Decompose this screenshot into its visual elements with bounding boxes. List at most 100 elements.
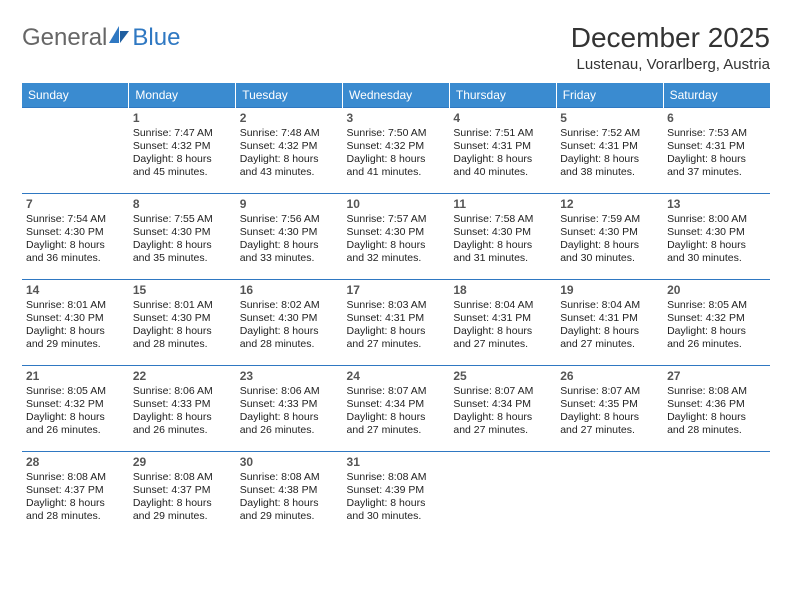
sunset-line: Sunset: 4:30 PM bbox=[347, 226, 446, 239]
daylight-line: Daylight: 8 hours and 28 minutes. bbox=[133, 325, 232, 351]
day-number: 8 bbox=[133, 197, 232, 212]
daylight-line: Daylight: 8 hours and 30 minutes. bbox=[560, 239, 659, 265]
sunrise-line: Sunrise: 7:50 AM bbox=[347, 127, 446, 140]
sunset-line: Sunset: 4:30 PM bbox=[667, 226, 766, 239]
calendar-week-row: 1Sunrise: 7:47 AMSunset: 4:32 PMDaylight… bbox=[22, 108, 770, 194]
weekday-header: Tuesday bbox=[236, 83, 343, 108]
sunset-line: Sunset: 4:38 PM bbox=[240, 484, 339, 497]
day-number: 5 bbox=[560, 111, 659, 126]
sunrise-line: Sunrise: 8:04 AM bbox=[560, 299, 659, 312]
calendar-day-cell: 31Sunrise: 8:08 AMSunset: 4:39 PMDayligh… bbox=[343, 452, 450, 538]
brand-part1: General bbox=[22, 24, 107, 52]
sunrise-line: Sunrise: 8:01 AM bbox=[133, 299, 232, 312]
calendar-day-cell: 4Sunrise: 7:51 AMSunset: 4:31 PMDaylight… bbox=[449, 108, 556, 194]
month-title: December 2025 bbox=[571, 22, 770, 54]
sunset-line: Sunset: 4:30 PM bbox=[133, 226, 232, 239]
sail-icon bbox=[108, 24, 130, 52]
calendar-day-cell: 13Sunrise: 8:00 AMSunset: 4:30 PMDayligh… bbox=[663, 194, 770, 280]
weekday-header-row: Sunday Monday Tuesday Wednesday Thursday… bbox=[22, 83, 770, 108]
daylight-line: Daylight: 8 hours and 26 minutes. bbox=[133, 411, 232, 437]
day-number: 13 bbox=[667, 197, 766, 212]
daylight-line: Daylight: 8 hours and 33 minutes. bbox=[240, 239, 339, 265]
sunrise-line: Sunrise: 8:07 AM bbox=[347, 385, 446, 398]
daylight-line: Daylight: 8 hours and 35 minutes. bbox=[133, 239, 232, 265]
day-number: 6 bbox=[667, 111, 766, 126]
calendar-day-cell: 29Sunrise: 8:08 AMSunset: 4:37 PMDayligh… bbox=[129, 452, 236, 538]
sunrise-line: Sunrise: 8:01 AM bbox=[26, 299, 125, 312]
calendar-day-cell: 30Sunrise: 8:08 AMSunset: 4:38 PMDayligh… bbox=[236, 452, 343, 538]
calendar-day-cell: 19Sunrise: 8:04 AMSunset: 4:31 PMDayligh… bbox=[556, 280, 663, 366]
daylight-line: Daylight: 8 hours and 32 minutes. bbox=[347, 239, 446, 265]
sunset-line: Sunset: 4:31 PM bbox=[453, 140, 552, 153]
calendar-day-cell: 24Sunrise: 8:07 AMSunset: 4:34 PMDayligh… bbox=[343, 366, 450, 452]
sunrise-line: Sunrise: 7:54 AM bbox=[26, 213, 125, 226]
day-number: 22 bbox=[133, 369, 232, 384]
sunrise-line: Sunrise: 8:07 AM bbox=[560, 385, 659, 398]
day-number: 7 bbox=[26, 197, 125, 212]
calendar-day-cell: 15Sunrise: 8:01 AMSunset: 4:30 PMDayligh… bbox=[129, 280, 236, 366]
daylight-line: Daylight: 8 hours and 30 minutes. bbox=[667, 239, 766, 265]
day-number: 29 bbox=[133, 455, 232, 470]
weekday-header: Monday bbox=[129, 83, 236, 108]
calendar-day-cell: 11Sunrise: 7:58 AMSunset: 4:30 PMDayligh… bbox=[449, 194, 556, 280]
sunrise-line: Sunrise: 8:08 AM bbox=[133, 471, 232, 484]
calendar-week-row: 7Sunrise: 7:54 AMSunset: 4:30 PMDaylight… bbox=[22, 194, 770, 280]
sunrise-line: Sunrise: 8:08 AM bbox=[240, 471, 339, 484]
calendar-day-cell bbox=[556, 452, 663, 538]
sunrise-line: Sunrise: 8:05 AM bbox=[26, 385, 125, 398]
sunrise-line: Sunrise: 8:08 AM bbox=[347, 471, 446, 484]
brand-logo: General Blue bbox=[22, 24, 180, 52]
sunset-line: Sunset: 4:37 PM bbox=[26, 484, 125, 497]
page-root: General Blue December 2025 Lustenau, Vor… bbox=[0, 0, 792, 612]
day-number: 4 bbox=[453, 111, 552, 126]
daylight-line: Daylight: 8 hours and 41 minutes. bbox=[347, 153, 446, 179]
sunset-line: Sunset: 4:35 PM bbox=[560, 398, 659, 411]
calendar-day-cell: 21Sunrise: 8:05 AMSunset: 4:32 PMDayligh… bbox=[22, 366, 129, 452]
sunrise-line: Sunrise: 8:08 AM bbox=[667, 385, 766, 398]
daylight-line: Daylight: 8 hours and 28 minutes. bbox=[240, 325, 339, 351]
calendar-day-cell bbox=[663, 452, 770, 538]
weekday-header: Thursday bbox=[449, 83, 556, 108]
sunrise-line: Sunrise: 8:02 AM bbox=[240, 299, 339, 312]
sunrise-line: Sunrise: 7:59 AM bbox=[560, 213, 659, 226]
day-number: 10 bbox=[347, 197, 446, 212]
sunset-line: Sunset: 4:32 PM bbox=[347, 140, 446, 153]
sunset-line: Sunset: 4:34 PM bbox=[347, 398, 446, 411]
sunset-line: Sunset: 4:30 PM bbox=[560, 226, 659, 239]
sunset-line: Sunset: 4:31 PM bbox=[347, 312, 446, 325]
calendar-day-cell: 3Sunrise: 7:50 AMSunset: 4:32 PMDaylight… bbox=[343, 108, 450, 194]
day-number: 20 bbox=[667, 283, 766, 298]
sunset-line: Sunset: 4:33 PM bbox=[133, 398, 232, 411]
sunset-line: Sunset: 4:34 PM bbox=[453, 398, 552, 411]
calendar-day-cell: 28Sunrise: 8:08 AMSunset: 4:37 PMDayligh… bbox=[22, 452, 129, 538]
sunset-line: Sunset: 4:30 PM bbox=[26, 312, 125, 325]
calendar-day-cell bbox=[449, 452, 556, 538]
day-number: 2 bbox=[240, 111, 339, 126]
sunrise-line: Sunrise: 8:06 AM bbox=[133, 385, 232, 398]
calendar-table: Sunday Monday Tuesday Wednesday Thursday… bbox=[22, 83, 770, 538]
sunset-line: Sunset: 4:30 PM bbox=[453, 226, 552, 239]
calendar-head: Sunday Monday Tuesday Wednesday Thursday… bbox=[22, 83, 770, 108]
day-number: 3 bbox=[347, 111, 446, 126]
sunrise-line: Sunrise: 8:03 AM bbox=[347, 299, 446, 312]
day-number: 18 bbox=[453, 283, 552, 298]
sunset-line: Sunset: 4:31 PM bbox=[560, 312, 659, 325]
daylight-line: Daylight: 8 hours and 28 minutes. bbox=[26, 497, 125, 523]
calendar-week-row: 28Sunrise: 8:08 AMSunset: 4:37 PMDayligh… bbox=[22, 452, 770, 538]
daylight-line: Daylight: 8 hours and 36 minutes. bbox=[26, 239, 125, 265]
sunrise-line: Sunrise: 8:00 AM bbox=[667, 213, 766, 226]
calendar-day-cell: 6Sunrise: 7:53 AMSunset: 4:31 PMDaylight… bbox=[663, 108, 770, 194]
calendar-day-cell: 18Sunrise: 8:04 AMSunset: 4:31 PMDayligh… bbox=[449, 280, 556, 366]
calendar-day-cell: 2Sunrise: 7:48 AMSunset: 4:32 PMDaylight… bbox=[236, 108, 343, 194]
sunrise-line: Sunrise: 7:48 AM bbox=[240, 127, 339, 140]
calendar-week-row: 14Sunrise: 8:01 AMSunset: 4:30 PMDayligh… bbox=[22, 280, 770, 366]
sunset-line: Sunset: 4:30 PM bbox=[240, 226, 339, 239]
calendar-day-cell: 16Sunrise: 8:02 AMSunset: 4:30 PMDayligh… bbox=[236, 280, 343, 366]
sunrise-line: Sunrise: 8:05 AM bbox=[667, 299, 766, 312]
calendar-day-cell: 23Sunrise: 8:06 AMSunset: 4:33 PMDayligh… bbox=[236, 366, 343, 452]
daylight-line: Daylight: 8 hours and 38 minutes. bbox=[560, 153, 659, 179]
sunset-line: Sunset: 4:31 PM bbox=[453, 312, 552, 325]
sunrise-line: Sunrise: 7:55 AM bbox=[133, 213, 232, 226]
sunset-line: Sunset: 4:39 PM bbox=[347, 484, 446, 497]
sunrise-line: Sunrise: 7:58 AM bbox=[453, 213, 552, 226]
